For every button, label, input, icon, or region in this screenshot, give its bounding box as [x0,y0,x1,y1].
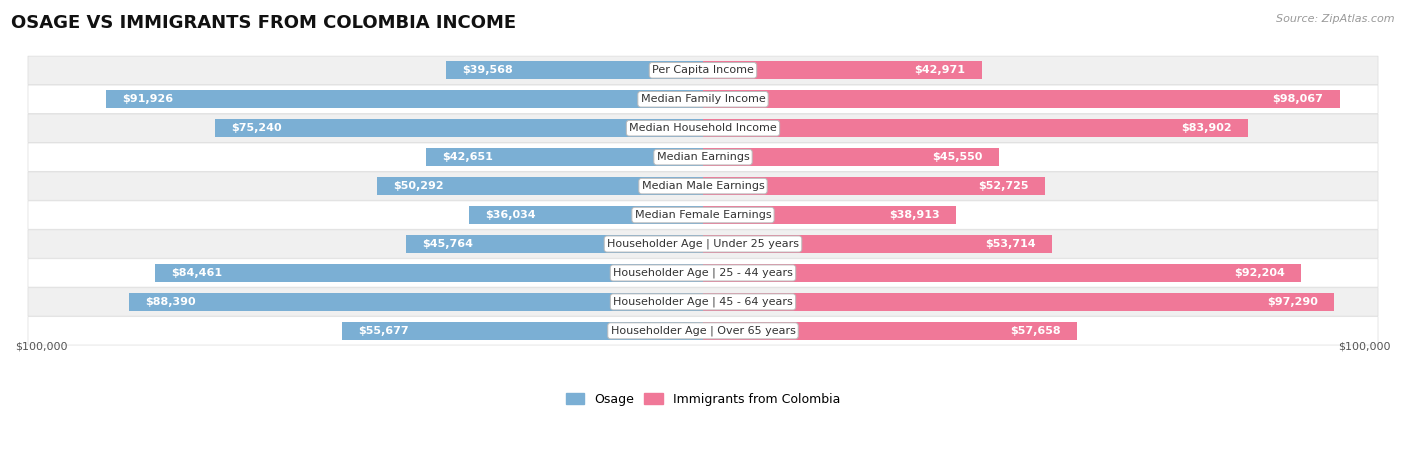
Bar [470,206,703,224]
Text: $42,971: $42,971 [915,65,966,75]
Text: $57,658: $57,658 [1011,326,1062,336]
Text: $45,550: $45,550 [932,152,983,162]
Bar [703,90,1340,108]
Bar [107,90,703,108]
Bar [703,61,981,79]
Bar [703,206,956,224]
Text: $52,725: $52,725 [979,181,1029,191]
Bar [703,177,1045,195]
Text: $84,461: $84,461 [172,268,222,278]
Text: $88,390: $88,390 [146,297,197,307]
Bar [703,322,1077,340]
Text: OSAGE VS IMMIGRANTS FROM COLOMBIA INCOME: OSAGE VS IMMIGRANTS FROM COLOMBIA INCOME [11,14,516,32]
Text: Householder Age | Under 25 years: Householder Age | Under 25 years [607,239,799,249]
Bar [426,148,703,166]
FancyBboxPatch shape [28,143,1378,171]
Text: Median Female Earnings: Median Female Earnings [634,210,772,220]
Text: $55,677: $55,677 [359,326,409,336]
Bar [703,264,1302,282]
FancyBboxPatch shape [28,288,1378,316]
FancyBboxPatch shape [28,85,1378,113]
Text: Median Male Earnings: Median Male Earnings [641,181,765,191]
Text: Per Capita Income: Per Capita Income [652,65,754,75]
Text: $75,240: $75,240 [231,123,281,133]
Text: Householder Age | 45 - 64 years: Householder Age | 45 - 64 years [613,297,793,307]
FancyBboxPatch shape [28,56,1378,85]
Bar [129,293,703,311]
Text: Median Household Income: Median Household Income [628,123,778,133]
Bar [703,293,1334,311]
FancyBboxPatch shape [28,230,1378,258]
Text: $97,290: $97,290 [1267,297,1319,307]
Bar [406,235,703,253]
Text: $39,568: $39,568 [463,65,513,75]
Bar [703,119,1247,137]
Bar [215,119,703,137]
Legend: Osage, Immigrants from Colombia: Osage, Immigrants from Colombia [561,388,845,410]
Text: Median Earnings: Median Earnings [657,152,749,162]
FancyBboxPatch shape [28,259,1378,287]
Text: $42,651: $42,651 [443,152,494,162]
FancyBboxPatch shape [28,114,1378,142]
Bar [155,264,703,282]
Bar [446,61,703,79]
Bar [703,148,998,166]
Text: $91,926: $91,926 [122,94,174,104]
Text: $50,292: $50,292 [392,181,443,191]
FancyBboxPatch shape [28,172,1378,200]
Bar [377,177,703,195]
Text: Householder Age | Over 65 years: Householder Age | Over 65 years [610,325,796,336]
Bar [703,235,1052,253]
Bar [342,322,703,340]
FancyBboxPatch shape [28,201,1378,229]
FancyBboxPatch shape [28,317,1378,345]
Text: $92,204: $92,204 [1234,268,1285,278]
Text: $83,902: $83,902 [1181,123,1232,133]
Text: Source: ZipAtlas.com: Source: ZipAtlas.com [1277,14,1395,24]
Text: $100,000: $100,000 [15,342,67,352]
Text: $100,000: $100,000 [1339,342,1391,352]
Text: Householder Age | 25 - 44 years: Householder Age | 25 - 44 years [613,268,793,278]
Text: Median Family Income: Median Family Income [641,94,765,104]
Text: $45,764: $45,764 [422,239,474,249]
Text: $53,714: $53,714 [984,239,1035,249]
Text: $98,067: $98,067 [1272,94,1323,104]
Text: $38,913: $38,913 [889,210,939,220]
Text: $36,034: $36,034 [485,210,536,220]
